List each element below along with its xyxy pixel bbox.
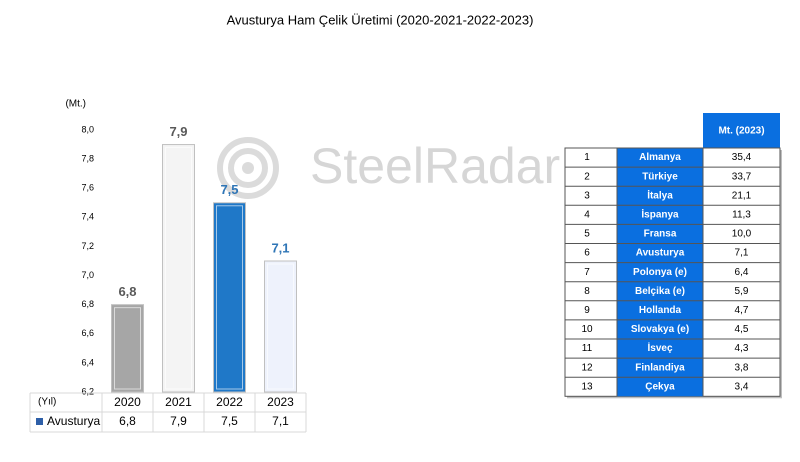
bar-highlight: [165, 147, 192, 390]
bar-highlight: [216, 205, 243, 390]
country: İsveç: [647, 341, 672, 354]
legend-swatch: [36, 418, 43, 425]
rank: 9: [584, 305, 590, 316]
rank: 10: [581, 324, 593, 335]
production: 33,7: [732, 171, 752, 182]
production: 21,1: [732, 190, 752, 201]
bar: [264, 260, 297, 393]
country: Çekya: [645, 381, 675, 392]
production: 6,4: [735, 267, 749, 278]
data-label: 7,9: [169, 124, 187, 139]
production: 11,3: [732, 209, 751, 220]
bar: [111, 304, 144, 393]
y-tick-label: 6,2: [81, 386, 94, 396]
country: Slovakya (e): [631, 324, 689, 335]
data-label: 7,5: [220, 182, 238, 197]
rank: 12: [581, 362, 593, 373]
rank: 7: [584, 267, 590, 278]
production: 10,0: [732, 229, 752, 240]
table-header: Mt. (2023): [718, 126, 764, 137]
country: Avusturya: [636, 248, 685, 259]
x-tick-label: 2020: [114, 395, 141, 409]
x-tick-label: 2021: [165, 395, 192, 409]
country: Belçika (e): [635, 286, 685, 297]
y-tick-label: 6,8: [81, 299, 94, 309]
rank: 11: [582, 343, 593, 354]
rank: 8: [584, 286, 590, 297]
y-tick-label: 7,8: [81, 153, 94, 163]
y-tick-label: 8,0: [81, 124, 94, 134]
watermark: SteelRadar: [310, 138, 560, 194]
rank: 2: [584, 171, 590, 182]
chart-title: Avusturya Ham Çelik Üretimi (2020-2021-2…: [227, 12, 534, 27]
production: 3,8: [735, 362, 749, 373]
country: Finlandiya: [635, 362, 685, 373]
country: Fransa: [644, 229, 677, 240]
production: 4,5: [735, 324, 749, 335]
data-label: 7,1: [271, 240, 289, 255]
country: İspanya: [641, 207, 679, 220]
rank: 6: [584, 248, 590, 259]
bar-highlight: [114, 307, 141, 390]
x-tick-label: 2023: [267, 395, 294, 409]
rank: 4: [584, 209, 590, 220]
y-tick-label: 7,0: [81, 270, 94, 280]
production: 5,9: [735, 286, 749, 297]
production: 4,7: [735, 305, 749, 316]
country-column: [617, 148, 703, 397]
country: Türkiye: [642, 171, 678, 182]
x-tick-label: 2022: [216, 395, 243, 409]
rank: 3: [584, 190, 590, 201]
rank: 1: [584, 152, 590, 163]
rank: 5: [584, 229, 590, 240]
production: 4,3: [735, 343, 749, 354]
bar: [213, 202, 246, 393]
data-label: 6,8: [118, 284, 136, 299]
y-tick-label: 7,2: [81, 241, 94, 251]
country: Almanya: [639, 152, 681, 163]
watermark-logo: [217, 137, 279, 199]
legend-label: Avusturya: [47, 414, 100, 428]
country: İtalya: [647, 188, 673, 201]
y-tick-label: 6,6: [81, 328, 94, 338]
production: 3,4: [735, 381, 749, 392]
bar-highlight: [267, 263, 294, 390]
table-header-cell: [703, 113, 780, 148]
country: Polonya (e): [633, 267, 687, 278]
y-tick-label: 6,4: [81, 357, 94, 367]
country: Hollanda: [639, 305, 682, 316]
table-value: 7,5: [221, 414, 238, 428]
table-value: 7,1: [272, 414, 289, 428]
production: 7,1: [735, 248, 749, 259]
bar: [162, 144, 195, 393]
y-tick-label: 7,6: [81, 183, 94, 193]
y-axis-label: (Mt.): [65, 99, 86, 110]
y-tick-label: 7,4: [81, 212, 94, 222]
rank: 13: [581, 381, 593, 392]
table-value: 6,8: [119, 414, 136, 428]
production: 35,4: [732, 152, 752, 163]
x-axis-label: (Yıl): [38, 397, 56, 408]
table-value: 7,9: [170, 414, 187, 428]
